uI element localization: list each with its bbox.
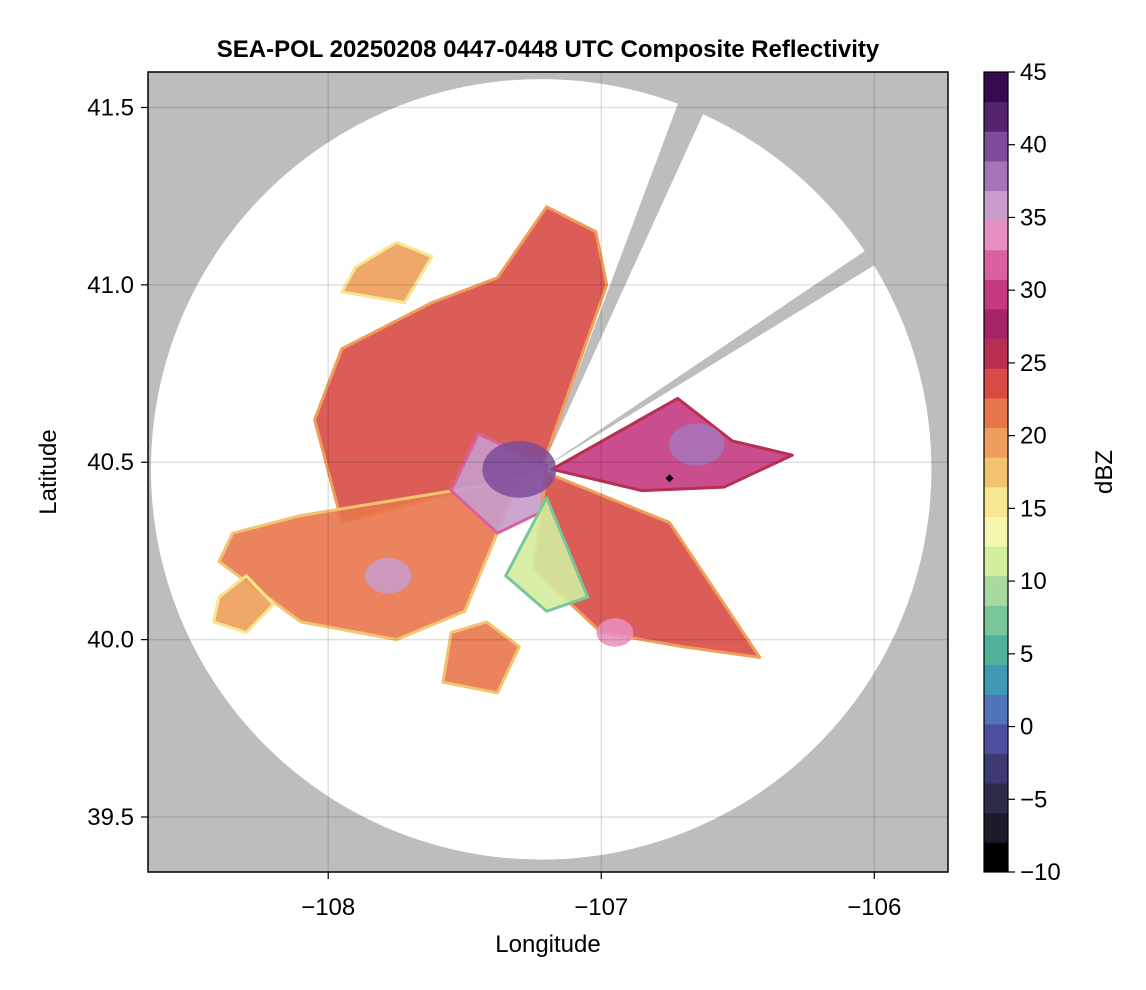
colorbar-bin: [984, 72, 1008, 103]
y-tick-label: 40.0: [87, 627, 134, 654]
colorbar-bin: [984, 309, 1008, 340]
core-4: [596, 618, 634, 647]
colorbar-tick-label: −5: [1020, 786, 1047, 813]
core-1: [482, 440, 557, 498]
colorbar-tick-label: −10: [1020, 859, 1061, 886]
colorbar-bin: [984, 279, 1008, 310]
colorbar-bin: [984, 338, 1008, 369]
colorbar-bin: [984, 723, 1008, 754]
colorbar-bin: [984, 160, 1008, 192]
x-tick-label: −107: [574, 894, 628, 921]
colorbar-tick-label: 0: [1020, 714, 1033, 741]
colorbar-frame: [983, 71, 1009, 873]
colorbar-bin: [984, 101, 1008, 132]
y-tick-label: 41.5: [87, 94, 134, 121]
grid-lines: [148, 72, 948, 872]
colorbar-bin: [984, 694, 1008, 725]
plot-frame: [147, 71, 949, 873]
colorbar-bin: [984, 190, 1008, 221]
plot-area: [147, 71, 949, 873]
blocked-sector-2: [541, 240, 891, 470]
colorbar-tick-label: 20: [1020, 423, 1047, 450]
echo-north-cells: [340, 240, 434, 305]
blocked-sector-1: [541, 85, 712, 470]
core-2: [669, 423, 725, 466]
colorbar-bin: [984, 486, 1008, 517]
echo-far-west-cells: [212, 574, 276, 635]
colorbar-bin: [984, 368, 1008, 399]
colorbar-bin: [984, 397, 1008, 429]
colorbar-bin: [984, 753, 1008, 784]
colorbar-label: dBZ: [1091, 450, 1118, 494]
colorbar-bin: [984, 457, 1008, 488]
x-tick-label: −106: [847, 894, 901, 921]
colorbar-bin: [984, 575, 1008, 606]
y-tick-label: 41.0: [87, 272, 134, 299]
colorbar-tick-label: 25: [1020, 350, 1047, 377]
radar-data-layer: [150, 79, 932, 860]
colorbar-bin: [984, 516, 1008, 547]
colorbar-bin: [984, 546, 1008, 577]
colorbar-bins: [984, 72, 1008, 873]
colorbar-tick-label: 35: [1020, 204, 1047, 231]
colorbar-tick-label: 45: [1020, 59, 1047, 86]
colorbar-bin: [984, 131, 1008, 162]
colorbar-tick-label: 10: [1020, 568, 1047, 595]
echo-south-cells: [441, 620, 521, 695]
colorbar-bin: [984, 842, 1008, 873]
colorbar-ticks: −10 −5 0 5 10 15 20 25 30 35 40 45: [1008, 59, 1061, 886]
x-axis: −108 −107 −106: [301, 872, 901, 921]
site-marker: [665, 474, 674, 483]
y-axis-title: Latitude: [35, 429, 62, 514]
colorbar-bin: [984, 634, 1008, 666]
colorbar-bin: [984, 605, 1008, 636]
colorbar-tick-label: 15: [1020, 495, 1047, 522]
colorbar-tick-label: 5: [1020, 641, 1033, 668]
echo-south-green: [504, 496, 590, 613]
chart-title: SEA-POL 20250208 0447-0448 UTC Composite…: [217, 36, 880, 63]
colorbar-tick-label: 40: [1020, 132, 1047, 159]
y-tick-label: 39.5: [87, 804, 134, 831]
colorbar-bin: [984, 664, 1008, 695]
y-tick-label: 40.5: [87, 449, 134, 476]
y-axis: 39.5 40.0 40.5 41.0 41.5: [87, 94, 148, 831]
colorbar-bin: [984, 249, 1008, 280]
colorbar-bin: [984, 812, 1008, 843]
colorbar-bin: [984, 783, 1008, 814]
x-axis-title: Longitude: [495, 931, 600, 958]
core-3: [365, 558, 412, 594]
colorbar-bin: [984, 220, 1008, 251]
colorbar: −10 −5 0 5 10 15 20 25 30 35 40 45 dBZ: [983, 59, 1118, 886]
colorbar-bin: [984, 427, 1008, 458]
x-tick-label: −108: [301, 894, 355, 921]
colorbar-tick-label: 30: [1020, 277, 1047, 304]
